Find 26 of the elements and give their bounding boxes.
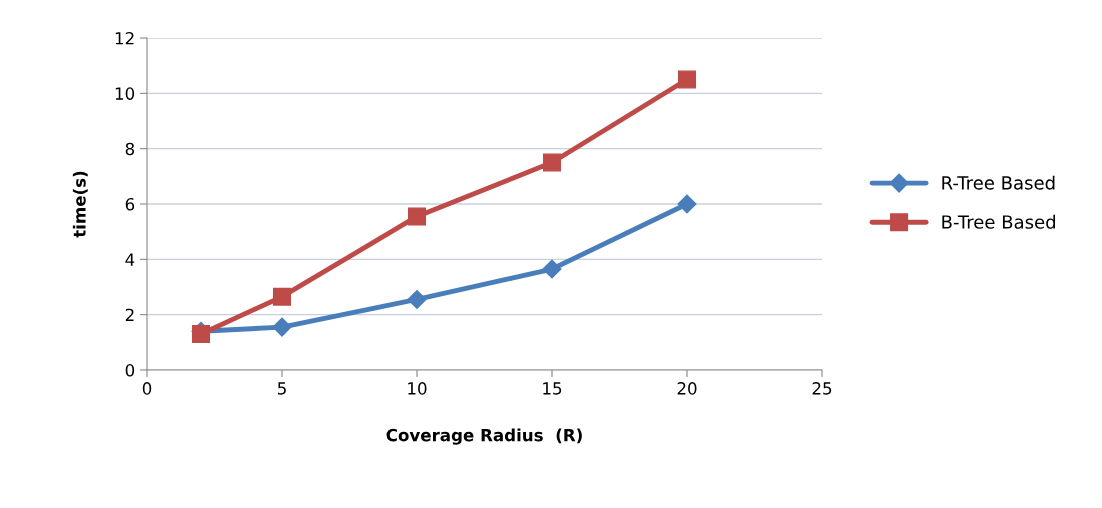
x-axis-title: Coverage Radius (R) — [386, 428, 582, 445]
y-tick-label: 10 — [115, 87, 135, 100]
point — [407, 207, 427, 226]
point — [272, 317, 292, 337]
y-axis-title: time(s) — [72, 171, 88, 238]
point — [677, 194, 697, 214]
x-tick-label: 5 — [277, 382, 286, 395]
x-tick-label: 10 — [408, 382, 427, 395]
y-tick-label: 8 — [125, 142, 135, 156]
y-tick-label: 6 — [125, 197, 135, 211]
point — [677, 70, 697, 89]
y-tick-label: 2 — [125, 308, 134, 321]
point — [272, 287, 292, 306]
y-tick-label: 0 — [125, 363, 135, 377]
x-tick-label: 0 — [142, 382, 152, 395]
x-tick-label: 25 — [812, 382, 832, 395]
x-tick-label: 15 — [543, 382, 562, 395]
x-tick-label: 20 — [677, 382, 697, 395]
legend-label: B-Tree Based — [942, 214, 1055, 229]
y-tick-label: 4 — [125, 253, 135, 266]
point — [407, 289, 427, 309]
y-tick-label: 12 — [115, 31, 134, 45]
point — [542, 153, 562, 172]
point — [191, 325, 211, 344]
point — [542, 259, 562, 279]
legend-label: R-Tree Based — [942, 175, 1055, 190]
